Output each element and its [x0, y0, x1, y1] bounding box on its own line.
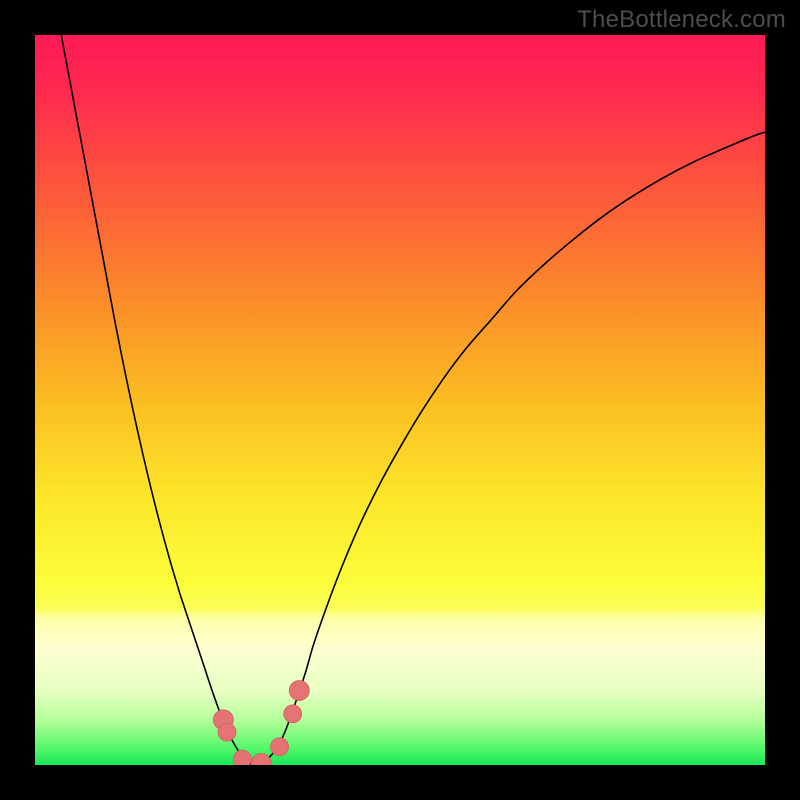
chart-background [35, 35, 765, 765]
data-marker [284, 705, 302, 723]
data-marker [271, 738, 289, 756]
bottleneck-curve-chart [35, 35, 765, 765]
data-marker [233, 750, 251, 765]
chart-area [35, 35, 765, 765]
data-marker [218, 723, 236, 741]
data-marker [289, 681, 309, 701]
watermark-text: TheBottleneck.com [577, 6, 786, 34]
